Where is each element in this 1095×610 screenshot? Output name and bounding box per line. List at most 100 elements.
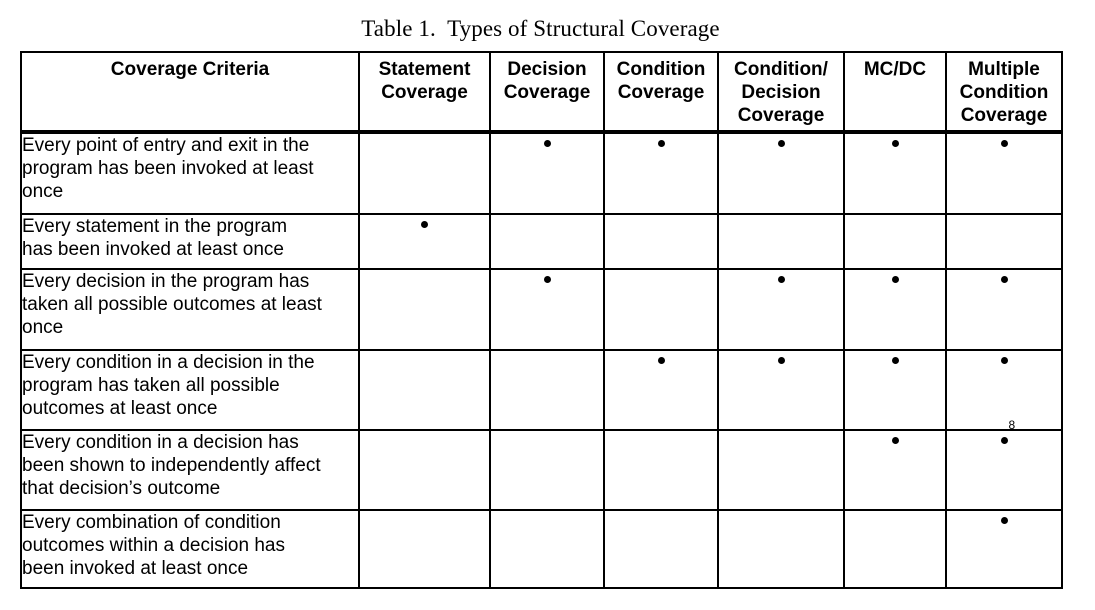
header-line: Coverage xyxy=(960,105,1048,126)
coverage-cell xyxy=(945,268,1063,351)
header-line: Condition/ xyxy=(734,59,828,80)
coverage-cell xyxy=(717,509,845,589)
criteria-cell: Every point of entry and exit in the prog… xyxy=(20,131,360,215)
coverage-cell xyxy=(358,268,491,351)
coverage-cell xyxy=(603,429,719,511)
table-body: Every point of entry and exit in the prog… xyxy=(20,131,1063,589)
coverage-cell xyxy=(489,429,605,511)
coverage-mark xyxy=(1000,270,1008,288)
coverage-cell xyxy=(717,213,845,270)
footnote-marker: 8 xyxy=(1008,418,1016,432)
criteria-line: been invoked at least once xyxy=(22,558,249,579)
bullet-dot-icon xyxy=(657,140,665,147)
header-line: Condition xyxy=(959,82,1049,103)
table-row: Every decision in the program has taken a… xyxy=(20,268,1063,351)
coverage-mark xyxy=(1000,511,1008,529)
header-line: Coverage xyxy=(503,82,591,103)
coverage-mark: 8 xyxy=(1000,419,1015,449)
coverage-cell xyxy=(945,349,1063,431)
bullet-dot-icon xyxy=(1000,437,1008,444)
coverage-mark xyxy=(891,351,899,369)
coverage-cell xyxy=(358,349,491,431)
criteria-line: program has been invoked at least xyxy=(22,158,314,179)
coverage-cell xyxy=(358,213,491,270)
coverage-cell xyxy=(717,268,845,351)
header-line: Statement xyxy=(378,59,471,80)
coverage-mark xyxy=(543,134,551,152)
coverage-cell xyxy=(489,349,605,431)
criteria-line: that decision’s outcome xyxy=(22,478,221,499)
coverage-mark xyxy=(777,351,785,369)
header-line: Decision xyxy=(507,59,587,80)
coverage-mark xyxy=(421,215,428,233)
coverage-mark xyxy=(1000,351,1008,369)
coverage-cell xyxy=(945,213,1063,270)
coverage-cell xyxy=(717,429,845,511)
coverage-cell xyxy=(843,509,947,589)
coverage-cell xyxy=(945,131,1063,215)
criteria-line: has been invoked at least once xyxy=(22,239,284,260)
header-line: Multiple xyxy=(968,59,1040,80)
header-condition-coverage: Condition Coverage xyxy=(603,51,719,134)
bullet-dot-icon xyxy=(777,276,785,283)
coverage-table: Coverage Criteria Statement Coverage Dec… xyxy=(20,51,1063,589)
criteria-line: outcomes at least once xyxy=(22,398,218,419)
header-multiple-condition-coverage: Multiple Condition Coverage xyxy=(945,51,1063,134)
header-row: Coverage Criteria Statement Coverage Dec… xyxy=(20,51,1063,134)
coverage-cell xyxy=(717,349,845,431)
header-line: Condition xyxy=(616,59,706,80)
table-row: Every statement in the program has been i… xyxy=(20,213,1063,270)
coverage-cell xyxy=(603,213,719,270)
criteria-line: Every decision in the program has xyxy=(22,271,310,292)
header-line: Coverage xyxy=(617,82,705,103)
criteria-line: program has taken all possible xyxy=(22,375,280,396)
bullet-dot-icon xyxy=(891,357,899,364)
criteria-line: Every condition in a decision has xyxy=(22,432,299,453)
bullet-dot-icon xyxy=(657,357,665,364)
table-row: Every condition in a decision has been sh… xyxy=(20,419,1063,511)
table-row: Every point of entry and exit in the prog… xyxy=(20,131,1063,215)
criteria-cell: Every decision in the program has taken a… xyxy=(20,268,360,351)
criteria-line: been shown to independently affect xyxy=(22,455,321,476)
coverage-mark xyxy=(891,431,899,449)
bullet-dot-icon xyxy=(777,140,785,147)
bullet-dot-icon xyxy=(543,140,551,147)
coverage-cell xyxy=(603,131,719,215)
coverage-cell xyxy=(843,213,947,270)
table-row: Every combination of condition outcomes w… xyxy=(20,509,1063,589)
criteria-line: once xyxy=(22,181,64,202)
coverage-cell xyxy=(843,429,947,511)
coverage-mark xyxy=(777,270,785,288)
criteria-cell: Every combination of condition outcomes w… xyxy=(20,509,360,589)
header-statement-coverage: Statement Coverage xyxy=(358,51,491,134)
coverage-mark xyxy=(657,351,665,369)
coverage-cell xyxy=(843,131,947,215)
coverage-cell xyxy=(603,509,719,589)
header-line: Coverage Criteria xyxy=(110,59,270,80)
coverage-cell: 8 xyxy=(945,419,1063,511)
header-condition-decision-coverage: Condition/ Decision Coverage xyxy=(717,51,845,134)
bullet-dot-icon xyxy=(1000,517,1008,524)
coverage-mark xyxy=(1000,134,1008,152)
criteria-cell: Every condition in a decision in the prog… xyxy=(20,349,360,431)
table-caption: Table 1. Types of Structural Coverage xyxy=(361,16,720,41)
coverage-cell xyxy=(489,509,605,589)
coverage-cell xyxy=(358,429,491,511)
header-coverage-criteria: Coverage Criteria xyxy=(20,51,360,134)
bullet-dot-icon xyxy=(1000,276,1008,283)
criteria-line: taken all possible outcomes at least xyxy=(22,294,322,315)
coverage-cell xyxy=(489,213,605,270)
coverage-mark xyxy=(891,134,899,152)
bullet-dot-icon xyxy=(891,140,899,147)
bullet-dot-icon xyxy=(543,276,551,283)
coverage-cell xyxy=(945,509,1063,589)
coverage-cell xyxy=(843,268,947,351)
header-line: Coverage xyxy=(737,105,825,126)
coverage-cell xyxy=(843,349,947,431)
criteria-cell: Every condition in a decision has been sh… xyxy=(20,429,360,511)
coverage-cell xyxy=(603,268,719,351)
bullet-dot-icon xyxy=(891,437,899,444)
coverage-cell xyxy=(603,349,719,431)
criteria-line: Every condition in a decision in the xyxy=(22,352,315,373)
criteria-line: outcomes within a decision has xyxy=(22,535,285,556)
